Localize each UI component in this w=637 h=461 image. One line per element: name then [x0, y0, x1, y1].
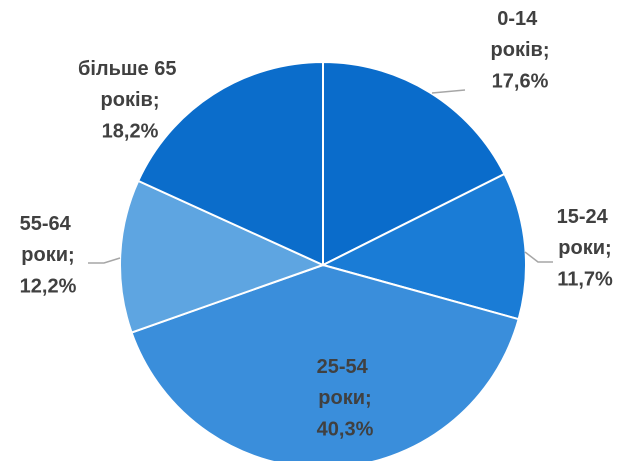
label-separator: ; [153, 89, 160, 111]
category-label: більше 65 років [78, 58, 182, 111]
category-label: 25-54 роки [317, 356, 374, 409]
category-label: 0-14 років [491, 8, 543, 61]
value-label: 12,2% [20, 275, 77, 297]
category-label: 55-64 роки [20, 213, 77, 266]
category-label: 15-24 роки [557, 206, 614, 259]
value-label: 11,7% [557, 268, 613, 290]
value-label: 18,2% [102, 120, 159, 142]
leader-line [88, 257, 121, 264]
labels: 0-14 років ; 17,6% 15-24 роки ; 11,7% 25-54 ро… [20, 8, 614, 440]
pie-slice [130, 263, 520, 461]
label-separator: ; [543, 39, 550, 61]
value-label: 40,3% [317, 418, 374, 440]
leader-line [524, 251, 553, 263]
label-separator: ; [365, 387, 372, 409]
pie-slice [322, 60, 506, 267]
value-label: 17,6% [492, 70, 549, 92]
label-separator: ; [68, 244, 75, 266]
pie-slice [320, 172, 527, 321]
pie-slice [136, 60, 324, 267]
pie [119, 60, 527, 461]
pie-slice [119, 179, 326, 334]
label-separator: ; [605, 237, 612, 259]
leader-line [431, 89, 466, 94]
